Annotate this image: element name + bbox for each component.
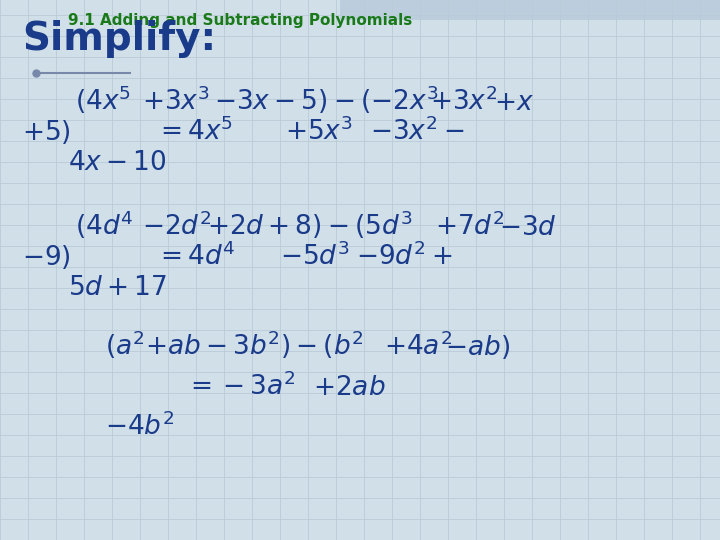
Text: $= 4d^4$: $= 4d^4$ — [155, 242, 235, 271]
Text: $- 9d^2 +$: $- 9d^2 +$ — [356, 242, 452, 271]
Text: $+ 7d^2$: $+ 7d^2$ — [435, 213, 505, 241]
Text: $+ 5x^3$: $+ 5x^3$ — [285, 118, 353, 146]
Bar — [340, 0, 720, 20]
Text: $+ 5)$: $+ 5)$ — [22, 118, 71, 146]
Text: $+ ab - 3b^2) - (b^2$: $+ ab - 3b^2) - (b^2$ — [145, 328, 364, 361]
Text: $5d + 17$: $5d + 17$ — [68, 275, 167, 301]
Text: $4x - 10$: $4x - 10$ — [68, 150, 166, 176]
Text: $+ 3x^3$: $+ 3x^3$ — [142, 87, 210, 116]
Text: $(4d^4$: $(4d^4$ — [75, 208, 133, 241]
Text: $+ 3x^2$: $+ 3x^2$ — [430, 87, 498, 116]
Text: $- 3x - 5) - (-2x^3$: $- 3x - 5) - (-2x^3$ — [214, 84, 438, 116]
Text: $= -3a^2$: $= -3a^2$ — [185, 373, 296, 401]
Text: $(a^2$: $(a^2$ — [105, 328, 145, 361]
Text: $- 2d^2$: $- 2d^2$ — [142, 213, 212, 241]
Text: $- 3x^2 -$: $- 3x^2 -$ — [370, 118, 464, 146]
Text: 9.1 Adding and Subtracting Polynomials: 9.1 Adding and Subtracting Polynomials — [68, 13, 413, 28]
Text: $- 5d^3$: $- 5d^3$ — [280, 242, 350, 271]
Text: $+ 2ab$: $+ 2ab$ — [313, 375, 385, 401]
Text: $+ 4a^2$: $+ 4a^2$ — [384, 333, 452, 361]
Text: $- 3d$: $- 3d$ — [499, 215, 557, 241]
Text: $- 4b^2$: $- 4b^2$ — [105, 413, 174, 441]
Text: $+ 2d + 8) - (5d^3$: $+ 2d + 8) - (5d^3$ — [207, 208, 413, 241]
Text: $+ x$: $+ x$ — [494, 90, 534, 116]
Text: Simplify:: Simplify: — [22, 20, 216, 58]
Text: $(4x^5$: $(4x^5$ — [75, 84, 131, 116]
Text: $= 4x^5$: $= 4x^5$ — [155, 118, 233, 146]
Text: $- ab)$: $- ab)$ — [445, 333, 510, 361]
Text: $- 9)$: $- 9)$ — [22, 243, 71, 271]
